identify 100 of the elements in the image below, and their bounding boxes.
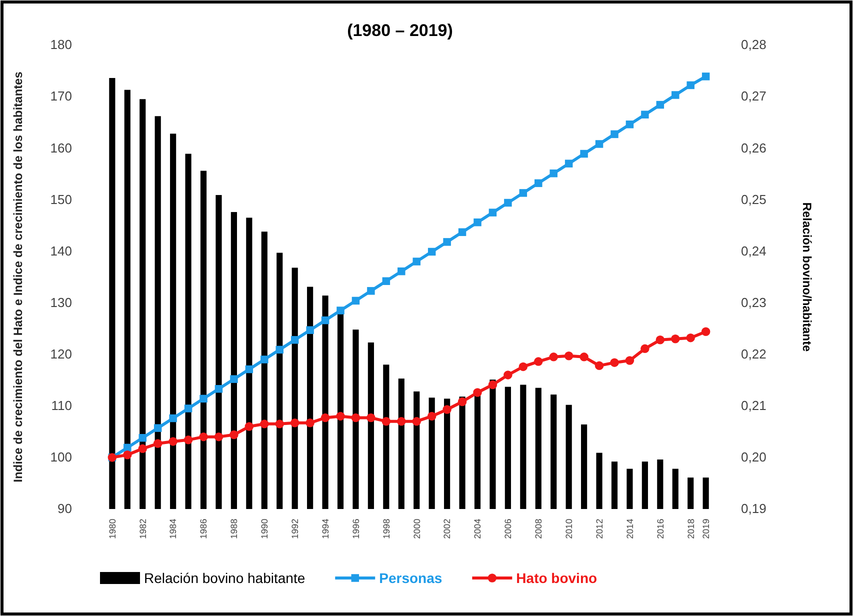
point — [260, 356, 268, 364]
y2-tick-label: 0,25 — [741, 192, 766, 207]
y-tick-label: 100 — [50, 450, 72, 465]
point — [154, 424, 162, 432]
point — [580, 352, 588, 362]
point — [534, 179, 542, 188]
point — [641, 110, 649, 118]
x-tick-label: 2002 — [442, 518, 452, 539]
point — [230, 375, 238, 383]
point — [534, 357, 543, 366]
y2-tick-label: 0,19 — [741, 501, 766, 516]
point — [458, 397, 467, 406]
point — [442, 405, 452, 414]
y2-tick-label: 0,21 — [741, 398, 766, 414]
point — [382, 416, 391, 426]
y-tick-label: 110 — [51, 398, 72, 414]
point — [504, 198, 512, 207]
legend-label: Personas — [379, 570, 442, 586]
point — [230, 430, 238, 440]
point — [290, 336, 299, 344]
point — [168, 437, 178, 446]
point — [686, 81, 694, 90]
point — [244, 422, 254, 431]
point — [123, 450, 132, 460]
point — [138, 434, 146, 442]
point — [306, 326, 314, 334]
y-tick-label: 180 — [50, 37, 72, 52]
x-tick-label: 2014 — [624, 518, 635, 539]
x-tick-label: 2018 — [686, 518, 696, 539]
x-tick-label: 1996 — [350, 518, 361, 539]
point — [518, 362, 528, 372]
point — [412, 258, 420, 266]
point — [550, 170, 558, 178]
y2-tick-label: 0,26 — [741, 140, 766, 156]
point — [474, 218, 482, 226]
y2-axis-title: Relación bovino/habitante — [800, 202, 814, 352]
point — [671, 334, 680, 344]
x-tick-label: 2006 — [503, 518, 514, 539]
point — [672, 91, 680, 99]
y-tick-label: 90 — [58, 501, 72, 516]
point — [398, 267, 406, 276]
point — [397, 416, 406, 426]
x-tick-label: 1998 — [381, 518, 392, 539]
x-tick-label: 2010 — [564, 518, 574, 539]
point — [594, 361, 604, 370]
point — [488, 380, 498, 390]
point — [610, 130, 618, 138]
point — [412, 416, 421, 426]
y-tick-label: 120 — [50, 346, 72, 362]
legend-label: Relación bovino habitante — [144, 570, 306, 586]
x-tick-label: 2008 — [534, 518, 544, 539]
point — [321, 316, 330, 324]
x-tick-label: 1990 — [260, 518, 270, 539]
point — [336, 306, 344, 314]
point — [504, 370, 512, 380]
point — [199, 432, 208, 442]
point — [138, 444, 147, 454]
point — [549, 352, 558, 362]
point — [443, 238, 451, 246]
y2-tick-label: 0,24 — [741, 243, 766, 258]
point — [214, 385, 223, 393]
y2-tick-label: 0,20 — [741, 450, 766, 465]
y2-tick-label: 0,23 — [741, 294, 766, 310]
point — [290, 418, 300, 428]
point — [124, 444, 132, 452]
point — [564, 352, 574, 360]
point — [686, 333, 695, 342]
point — [184, 436, 193, 444]
point — [367, 287, 375, 295]
x-tick-label: 2000 — [412, 518, 422, 539]
y2-tick-label: 0,22 — [741, 346, 766, 362]
point — [351, 413, 360, 422]
y-tick-label: 160 — [50, 140, 72, 156]
x-tick-label: 1984 — [168, 518, 178, 539]
point — [656, 336, 665, 344]
point — [626, 120, 634, 128]
y2-tick-label: 0,27 — [741, 88, 766, 104]
x-tick-label: 1980 — [107, 518, 118, 539]
point — [427, 412, 436, 421]
point — [184, 404, 192, 412]
x-tick-label: 2004 — [472, 518, 483, 539]
point — [488, 208, 497, 216]
point — [382, 277, 390, 285]
x-tick-label: 1982 — [138, 518, 148, 539]
point — [366, 413, 376, 422]
point — [320, 413, 330, 422]
point — [276, 346, 284, 354]
point — [519, 189, 528, 197]
point — [458, 228, 466, 236]
legend-label: Hato bovino — [516, 570, 598, 586]
point — [169, 414, 177, 422]
point — [595, 140, 604, 148]
x-tick-label: 1988 — [229, 518, 240, 539]
point — [701, 327, 710, 336]
point — [214, 432, 224, 442]
point — [245, 365, 254, 374]
x-tick-label: 2019 — [700, 518, 711, 539]
point — [610, 358, 619, 367]
point — [640, 344, 650, 354]
y-tick-label: 170 — [50, 88, 72, 104]
